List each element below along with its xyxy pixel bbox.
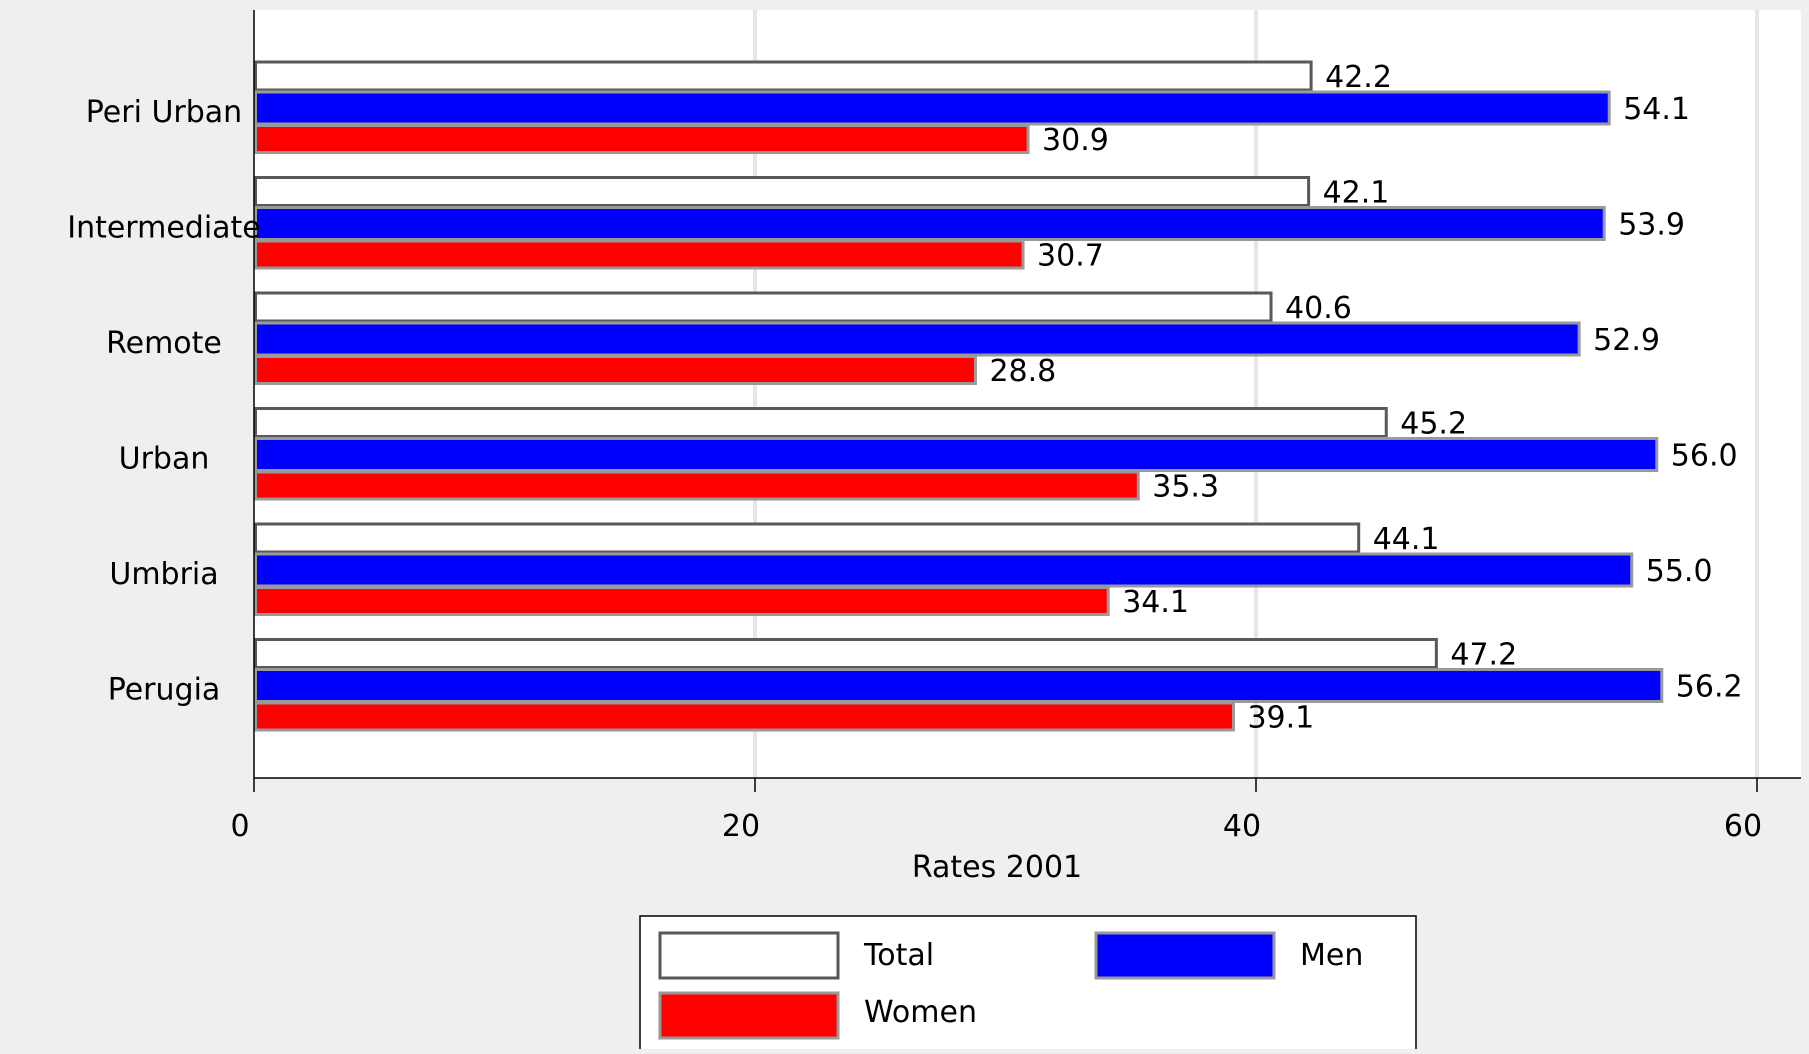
legend-label-men: Men (1300, 938, 1363, 973)
category-label-peri-urban: Peri Urban (86, 95, 242, 130)
data-label-umbria-men: 55.0 (1646, 554, 1713, 589)
category-label-urban: Urban (119, 442, 210, 477)
x-tick-label-60: 60 (1724, 809, 1762, 844)
bar-umbria-women (254, 586, 1110, 616)
bar-remote-total (254, 291, 1273, 323)
bar-peri-urban-total (254, 60, 1313, 92)
data-label-perugia-women: 39.1 (1247, 701, 1314, 736)
legend-swatch-total (658, 931, 840, 980)
category-label-perugia: Perugia (108, 673, 221, 708)
data-label-urban-men: 56.0 (1671, 439, 1738, 474)
data-label-remote-women: 28.8 (989, 354, 1056, 389)
data-label-perugia-total: 47.2 (1450, 638, 1517, 673)
bar-intermediate-men (254, 206, 1606, 241)
bar-intermediate-total (254, 176, 1311, 207)
bar-perugia-men (254, 668, 1664, 703)
bar-peri-urban-women (254, 124, 1030, 154)
bar-perugia-total (254, 638, 1438, 669)
data-label-intermediate-total: 42.1 (1323, 176, 1390, 211)
data-label-peri-urban-men: 54.1 (1623, 92, 1690, 127)
data-label-intermediate-men: 53.9 (1618, 208, 1685, 243)
bar-remote-women (254, 355, 977, 385)
x-tick-label-0: 0 (230, 809, 249, 844)
legend-label-women: Women (864, 995, 977, 1030)
legend-label-total: Total (863, 938, 934, 973)
data-label-remote-men: 52.9 (1593, 323, 1660, 358)
bar-umbria-total (254, 522, 1361, 554)
legend-swatch-men (1094, 931, 1276, 980)
legend-swatch-women (658, 991, 840, 1040)
bar-urban-total (254, 407, 1388, 438)
category-label-remote: Remote (106, 326, 222, 361)
axes: Peri Urban Intermediate Remote Urban Umbria P… (67, 10, 1801, 844)
category-label-intermediate: Intermediate (67, 211, 261, 246)
data-label-perugia-men: 56.2 (1676, 670, 1743, 705)
data-label-umbria-women: 34.1 (1122, 585, 1189, 620)
x-tick-label-40: 40 (1223, 809, 1261, 844)
data-label-peri-urban-women: 30.9 (1042, 123, 1109, 158)
data-label-urban-women: 35.3 (1152, 470, 1219, 505)
bar-perugia-women (254, 701, 1235, 732)
data-label-peri-urban-total: 42.2 (1325, 60, 1392, 95)
bar-umbria-men (254, 552, 1634, 588)
bars (254, 60, 1664, 732)
bar-peri-urban-men (254, 90, 1611, 126)
data-label-urban-total: 45.2 (1400, 407, 1467, 442)
x-tick-label-20: 20 (722, 809, 760, 844)
x-axis-title: Rates 2001 (912, 850, 1082, 885)
bar-urban-men (254, 437, 1659, 472)
bar-intermediate-women (254, 239, 1025, 270)
data-label-intermediate-women: 30.7 (1037, 239, 1104, 274)
category-label-umbria: Umbria (109, 557, 218, 592)
bar-urban-women (254, 470, 1140, 501)
data-label-remote-total: 40.6 (1285, 291, 1352, 326)
legend: Total Men Women (639, 915, 1417, 1054)
data-label-umbria-total: 44.1 (1373, 522, 1440, 557)
bar-remote-men (254, 321, 1581, 357)
data-labels: 42.2 54.1 30.9 42.1 53.9 30.7 40.6 52.9 28.8 45.2… (989, 60, 1742, 736)
